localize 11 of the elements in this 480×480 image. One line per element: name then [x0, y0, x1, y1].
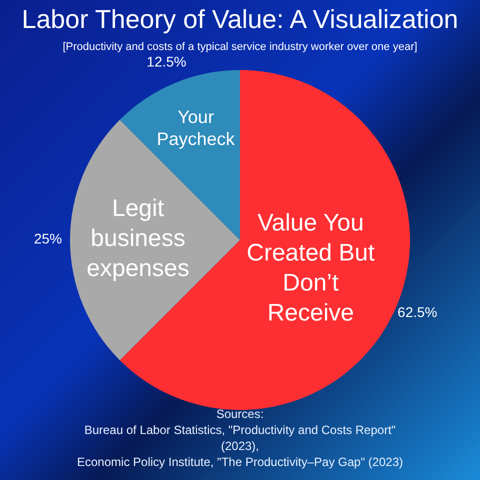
data-label: 25% [34, 230, 62, 247]
chart-title: Labor Theory of Value: A Visualization [22, 4, 458, 34]
chart-subtitle: [Productivity and costs of a typical service industry worker over one year] [62, 41, 418, 53]
source-note: Sources: [216, 407, 264, 421]
data-label: 12.5% [146, 53, 186, 70]
slice-label: Legit business expenses [86, 195, 190, 282]
slice-label: Your Paycheck [156, 106, 236, 149]
text: Bureau of Labor Statistics, "Productivity and Costs Report" (2023), [84, 423, 396, 453]
slice-label: Value You Created But Don’t Receive [246, 210, 376, 327]
data-label: 62.5% [398, 304, 438, 320]
text: Economic Policy Institute, "The Productivity–Pay Gap" (2023) [77, 455, 403, 469]
